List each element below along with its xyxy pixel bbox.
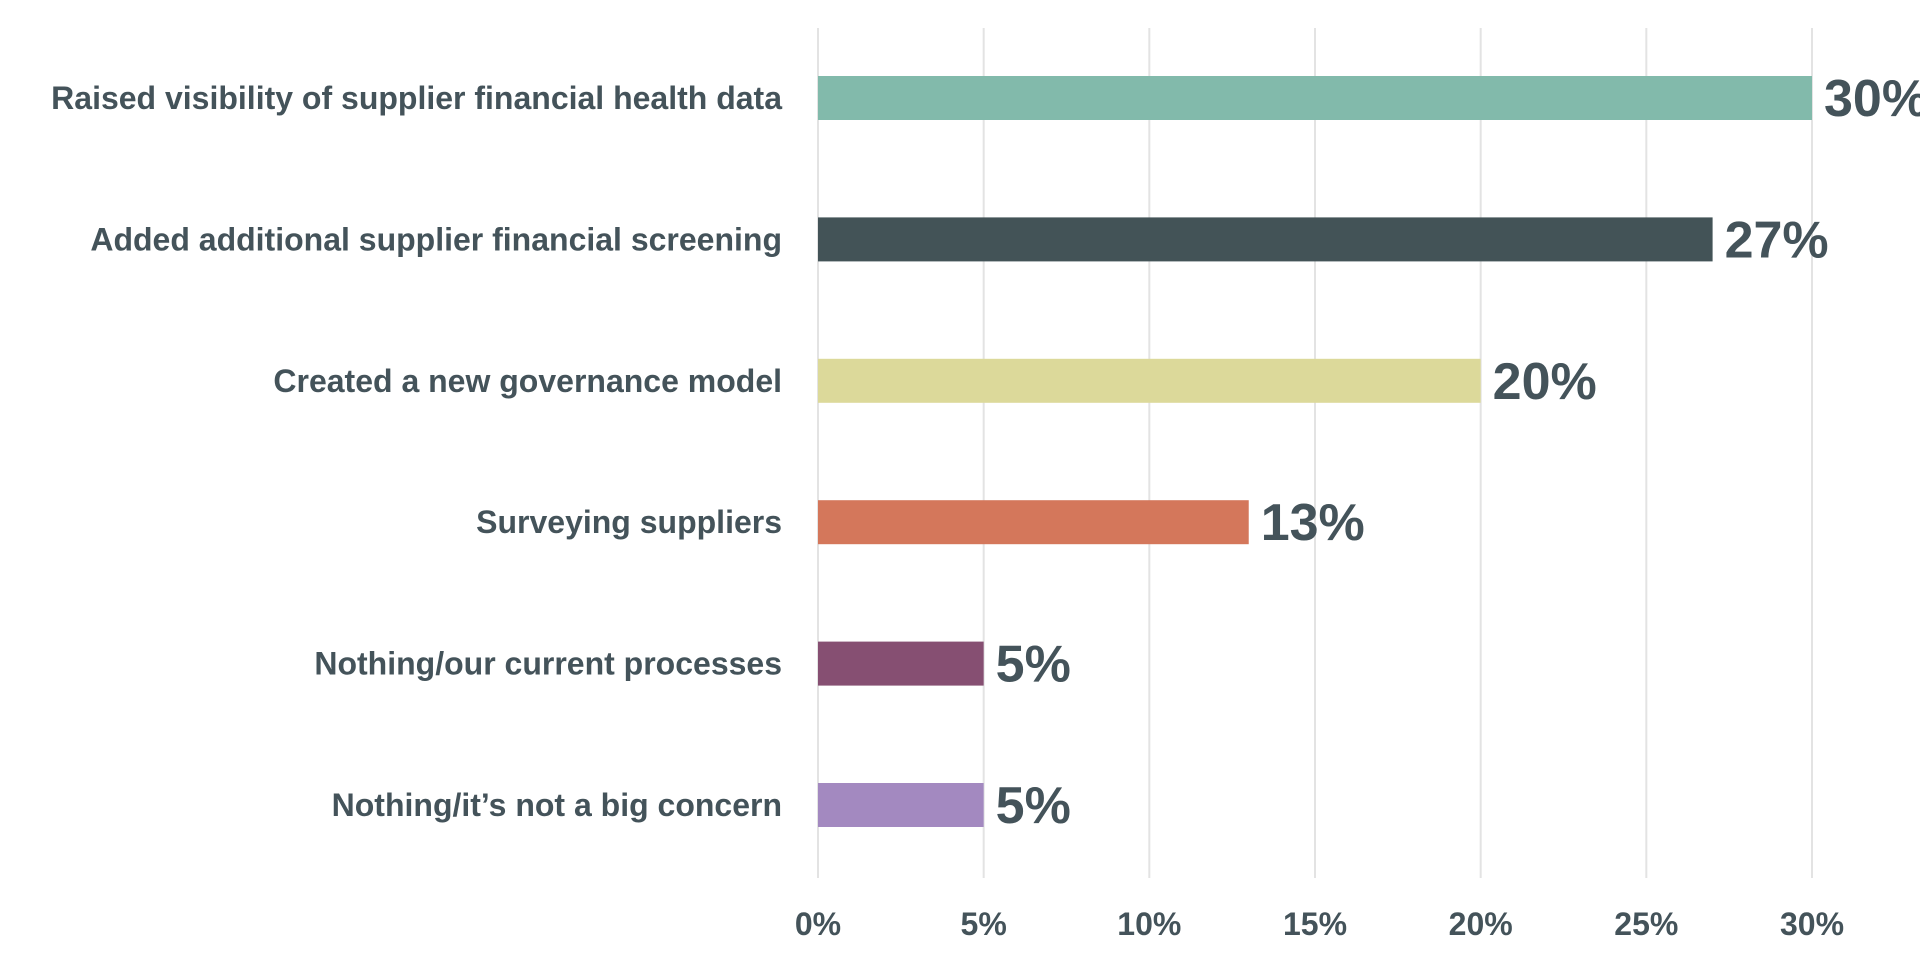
x-tick-label: 15% xyxy=(1283,906,1347,942)
category-label: Raised visibility of supplier financial … xyxy=(51,80,782,116)
value-label: 27% xyxy=(1725,211,1829,269)
value-label: 5% xyxy=(996,777,1071,835)
gridlines xyxy=(817,28,1813,878)
category-labels: Raised visibility of supplier financial … xyxy=(51,80,782,823)
category-label: Nothing/it’s not a big concern xyxy=(332,787,782,823)
category-label: Added additional supplier financial scre… xyxy=(90,221,782,257)
value-label: 20% xyxy=(1493,353,1597,411)
bar xyxy=(818,641,984,686)
x-tick-label: 25% xyxy=(1614,906,1678,942)
bar xyxy=(818,76,1812,120)
x-tick-label: 30% xyxy=(1780,906,1844,942)
category-label: Surveying suppliers xyxy=(476,504,782,540)
x-tick-label: 20% xyxy=(1449,906,1513,942)
bar xyxy=(818,500,1249,545)
category-label: Nothing/our current processes xyxy=(314,646,782,682)
value-label: 5% xyxy=(996,636,1071,694)
bar xyxy=(818,358,1481,403)
bars xyxy=(818,76,1812,827)
value-label: 13% xyxy=(1261,494,1365,552)
bar xyxy=(818,217,1713,262)
bar xyxy=(818,783,984,827)
value-labels: 30% 27% 20% 13% 5% 5% xyxy=(996,70,1920,835)
x-axis-ticks: 0% 5% 10% 15% 20% 25% 30% xyxy=(795,906,1844,942)
category-label: Created a new governance model xyxy=(273,363,782,399)
value-label: 30% xyxy=(1824,70,1920,128)
x-tick-label: 5% xyxy=(961,906,1007,942)
x-tick-label: 10% xyxy=(1117,906,1181,942)
x-tick-label: 0% xyxy=(795,906,841,942)
